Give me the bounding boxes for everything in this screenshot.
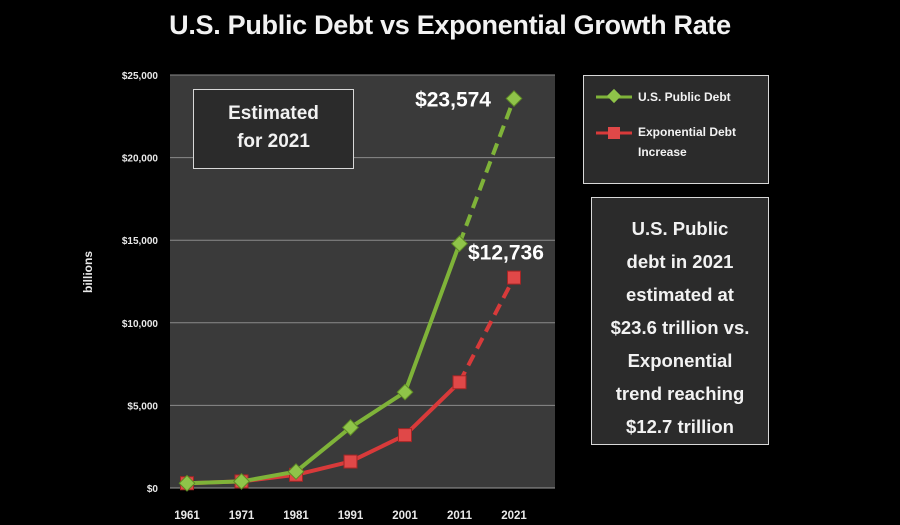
series-projection-debt [457, 97, 516, 245]
x-tick-label: 2001 [392, 510, 418, 522]
summary-note-box: U.S. Public debt in 2021 estimated at $2… [591, 197, 769, 445]
data-point-debt [396, 383, 414, 401]
estimate-note-box: Estimated for 2021 [193, 89, 354, 169]
y-tick-label: $15,000 [122, 236, 159, 247]
legend-item-debt: U.S. Public Debt [592, 86, 760, 108]
y-tick-label: $25,000 [122, 71, 159, 82]
data-point-debt [287, 463, 305, 481]
data-point-debt [451, 235, 468, 253]
gridlines [170, 74, 555, 489]
x-axis-ticks: 1961 1971 1981 1991 2001 2011 2021 [174, 510, 527, 522]
y-axis-label: billions [81, 251, 95, 293]
y-tick-label: $10,000 [122, 319, 159, 330]
x-tick-label: 1981 [283, 510, 309, 522]
data-point-debt [178, 474, 196, 492]
y-axis-ticks: $0 $5,000 $10,000 $15,000 $20,000 $25,000 [122, 71, 159, 495]
y-tick-label: $20,000 [122, 154, 159, 165]
data-point-exponential [398, 428, 412, 443]
data-point-exponential [507, 270, 521, 285]
data-point-exponential [343, 454, 358, 469]
data-label-debt-2021: $23,574 [415, 89, 491, 112]
legend-swatch-exponential [596, 127, 632, 139]
data-point-debt [505, 90, 523, 108]
x-tick-label: 2011 [447, 510, 473, 522]
legend-label-debt: U.S. Public Debt [638, 90, 731, 104]
x-tick-label: 1961 [174, 510, 200, 522]
chart-title: U.S. Public Debt vs Exponential Growth R… [169, 10, 731, 40]
x-tick-label: 2021 [501, 510, 527, 522]
series-projection-exponential [457, 276, 516, 384]
x-tick-label: 1991 [338, 510, 364, 522]
legend-label-exponential: Exponential Debt Increase [638, 125, 737, 159]
legend-swatch-debt [596, 88, 632, 104]
legend-item-exponential: Exponential Debt Increase [592, 122, 760, 162]
data-point-debt [233, 472, 250, 490]
y-tick-label: $0 [147, 484, 159, 495]
legend: U.S. Public Debt Exponential Debt Increa… [583, 75, 769, 184]
x-tick-label: 1971 [229, 510, 255, 522]
data-point-debt [342, 418, 359, 436]
data-point-exponential [452, 375, 467, 390]
y-tick-label: $5,000 [127, 401, 158, 412]
data-label-exponential-2021: $12,736 [468, 242, 544, 265]
series-layer [178, 90, 523, 492]
series-line-debt [186, 242, 462, 486]
